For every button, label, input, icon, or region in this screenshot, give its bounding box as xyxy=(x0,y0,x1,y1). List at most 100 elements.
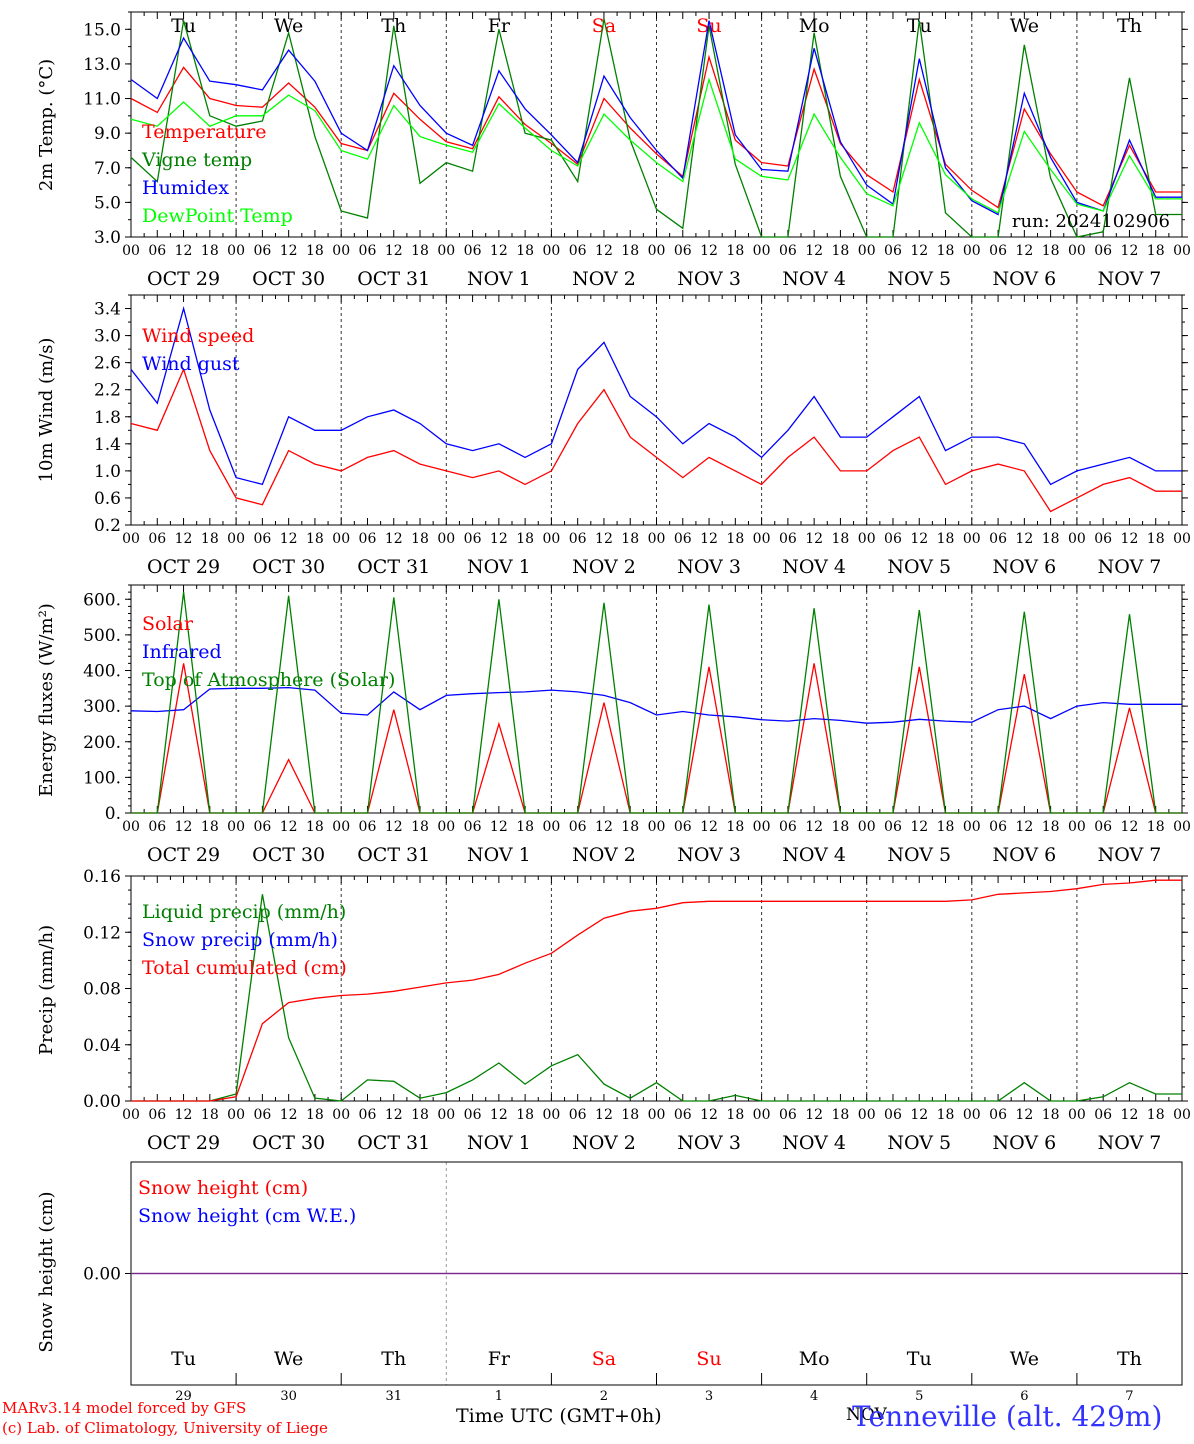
y-axis-label: Precip (mm/h) xyxy=(36,925,57,1055)
hour-tick-label: 12 xyxy=(1015,1107,1033,1123)
date-label: OCT 30 xyxy=(252,556,325,578)
hour-tick-label: 12 xyxy=(280,1107,298,1123)
hour-tick-label: 12 xyxy=(175,243,193,259)
hour-tick-label: 12 xyxy=(805,1107,823,1123)
day-number-label: 2 xyxy=(600,1389,608,1404)
date-label: NOV 1 xyxy=(467,1132,531,1154)
y-tick-label: 13.0 xyxy=(83,55,121,75)
day-number-label: 31 xyxy=(385,1389,402,1404)
hour-tick-label: 06 xyxy=(1094,243,1112,259)
hour-tick-label: 12 xyxy=(1121,243,1139,259)
panel-4: 0.00 0.04 0.08 0.12 0.16 Precip (mm/h) 00 06 12 1… xyxy=(36,867,1191,1154)
hour-tick-label: 00 xyxy=(227,1107,245,1123)
hour-tick-label: 00 xyxy=(332,531,350,547)
panel-2: 0.2 0.6 1.0 1.4 1.8 2.2 2.6 3.0 3.4 10m Wind (m/s… xyxy=(36,294,1191,578)
hour-tick-label: 00 xyxy=(648,531,666,547)
hour-tick-label: 00 xyxy=(437,1107,455,1123)
y-axis-label: Energy fluxes (W/m²) xyxy=(36,603,57,797)
date-label: NOV 3 xyxy=(677,268,741,290)
hour-tick-label: 06 xyxy=(253,819,271,835)
hour-tick-label: 06 xyxy=(148,1107,166,1123)
hour-tick-label: 06 xyxy=(359,243,377,259)
hour-tick-label: 00 xyxy=(542,243,560,259)
y-tick-label: 7.0 xyxy=(94,159,121,179)
day-number-label: 5 xyxy=(915,1389,923,1404)
hour-tick-label: 12 xyxy=(595,243,613,259)
hour-tick-label: 06 xyxy=(148,243,166,259)
hour-tick-label: 18 xyxy=(937,243,955,259)
model-credit: MARv3.14 model forced by GFS xyxy=(2,1399,247,1417)
date-label: OCT 30 xyxy=(252,268,325,290)
date-label: OCT 31 xyxy=(357,1132,430,1154)
hour-tick-label: 18 xyxy=(832,819,850,835)
hour-tick-label: 18 xyxy=(1147,531,1165,547)
series-line xyxy=(130,367,1182,513)
legend-entry: Vigne temp xyxy=(141,149,252,171)
hour-tick-label: 18 xyxy=(726,243,744,259)
hour-tick-label: 18 xyxy=(832,243,850,259)
y-tick-label: 0.00 xyxy=(83,1265,121,1285)
date-label: NOV 7 xyxy=(1098,556,1162,578)
hour-tick-label: 18 xyxy=(411,1107,429,1123)
hour-tick-label: 00 xyxy=(332,243,350,259)
date-label: NOV 5 xyxy=(887,556,951,578)
hour-tick-label: 18 xyxy=(937,1107,955,1123)
y-tick-label: 0.08 xyxy=(83,980,121,1000)
hour-tick-label: 06 xyxy=(989,819,1007,835)
date-label: NOV 2 xyxy=(572,556,636,578)
hour-tick-label: 06 xyxy=(989,243,1007,259)
hour-tick-label: 06 xyxy=(884,1107,902,1123)
date-label: OCT 31 xyxy=(357,844,430,866)
weekday-label: Th xyxy=(1117,15,1142,37)
weekday-label: Tu xyxy=(907,1348,932,1370)
date-label: OCT 29 xyxy=(147,556,220,578)
hour-tick-label: 06 xyxy=(569,243,587,259)
legend-entry: Liquid precip (mm/h) xyxy=(142,901,346,923)
date-label: NOV 3 xyxy=(677,1132,741,1154)
hour-tick-label: 00 xyxy=(648,243,666,259)
hour-tick-label: 18 xyxy=(306,531,324,547)
hour-tick-label: 00 xyxy=(227,819,245,835)
panel-3: 0. 100. 200. 300. 400. 500. 600. Energy fluxes … xyxy=(36,584,1191,866)
hour-tick-label: 12 xyxy=(805,243,823,259)
series-line xyxy=(130,77,1182,214)
hour-tick-label: 18 xyxy=(516,531,534,547)
day-number-label: 1 xyxy=(495,1389,503,1404)
hour-tick-label-end: 00 xyxy=(1173,243,1191,259)
hour-tick-label: 12 xyxy=(910,531,928,547)
hour-tick-label: 00 xyxy=(858,531,876,547)
hour-tick-label: 00 xyxy=(963,531,981,547)
legend-entry: Total cumulated (cm) xyxy=(142,957,347,979)
hour-tick-label: 18 xyxy=(201,531,219,547)
hour-tick-label: 06 xyxy=(674,1107,692,1123)
hour-tick-label: 12 xyxy=(910,1107,928,1123)
hour-tick-label: 18 xyxy=(201,819,219,835)
hour-tick-label: 06 xyxy=(464,243,482,259)
hour-tick-label: 18 xyxy=(726,1107,744,1123)
date-label: NOV 2 xyxy=(572,844,636,866)
hour-tick-label: 06 xyxy=(989,531,1007,547)
date-label: NOV 6 xyxy=(992,556,1056,578)
hour-tick-label: 18 xyxy=(411,819,429,835)
legend-entry: Wind gust xyxy=(142,353,240,375)
date-label: NOV 6 xyxy=(992,268,1056,290)
hour-tick-label: 12 xyxy=(175,531,193,547)
y-tick-label: 200. xyxy=(83,733,121,753)
series-line xyxy=(131,894,1182,1102)
day-number-label: 3 xyxy=(705,1389,713,1404)
hour-tick-label: 12 xyxy=(280,819,298,835)
hour-tick-label: 18 xyxy=(516,819,534,835)
hour-tick-label: 06 xyxy=(779,1107,797,1123)
date-label: NOV 5 xyxy=(887,1132,951,1154)
date-label: OCT 31 xyxy=(357,268,430,290)
hour-tick-label: 06 xyxy=(148,531,166,547)
hour-tick-label: 00 xyxy=(542,531,560,547)
hour-tick-label: 00 xyxy=(858,1107,876,1123)
hour-tick-label: 12 xyxy=(1121,531,1139,547)
hour-tick-label: 06 xyxy=(884,531,902,547)
date-label: NOV 5 xyxy=(887,268,951,290)
hour-tick-label: 18 xyxy=(411,243,429,259)
weekday-label: Tu xyxy=(171,15,196,37)
y-tick-label: 400. xyxy=(83,662,121,682)
